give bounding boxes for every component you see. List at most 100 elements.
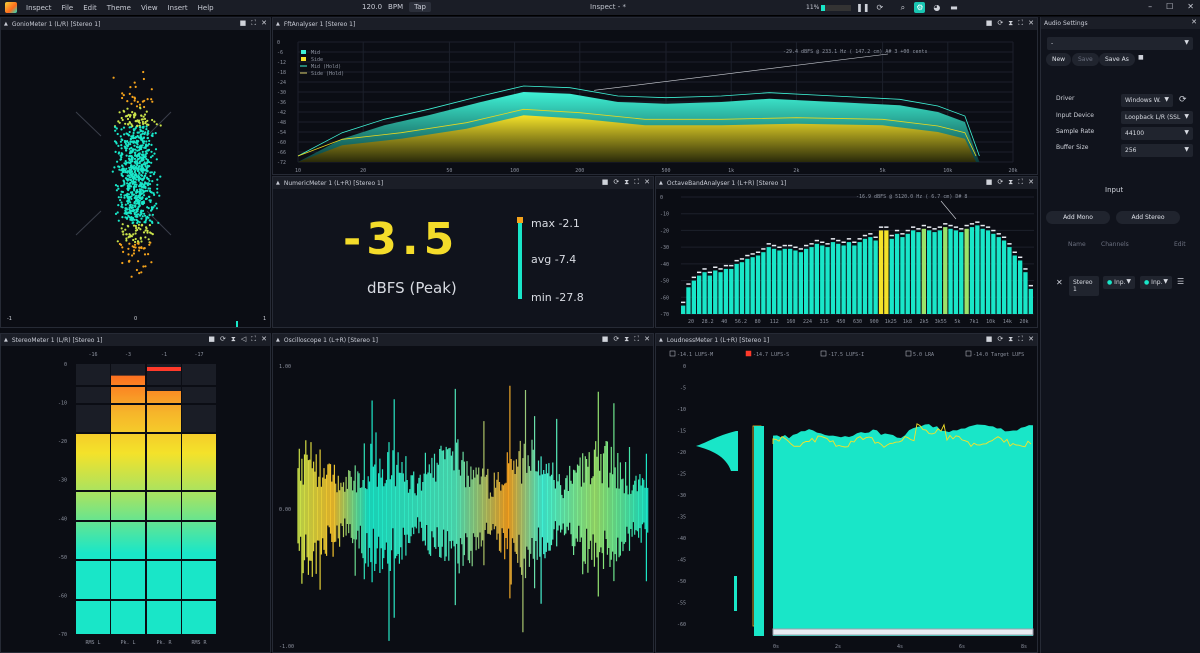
scatter-point (131, 254, 134, 257)
minimize-icon[interactable]: – (1148, 2, 1153, 11)
y-tick-label: -30 (677, 493, 686, 499)
close-icon[interactable]: ✕ (644, 178, 650, 186)
channel-input-select[interactable]: ● Inp. ▼ (1140, 276, 1172, 289)
collapse-icon[interactable]: ▲ (4, 337, 8, 343)
pause-icon[interactable]: ❚❚ (856, 3, 870, 12)
folder-icon[interactable]: ■ (601, 335, 609, 343)
band-peak (707, 271, 712, 274)
fullscreen-icon[interactable]: ⛶ (634, 178, 640, 186)
scatter-point (126, 184, 129, 187)
palette-icon[interactable]: ◕ (933, 3, 941, 12)
freeze-icon[interactable]: ⧗ (1008, 335, 1014, 343)
scatter-point (148, 224, 151, 227)
fullscreen-icon[interactable]: ⛶ (1018, 19, 1024, 27)
preset-select[interactable]: - ▼ (1047, 37, 1193, 50)
stat-avg: avg -7.4 (531, 253, 577, 266)
tap-button[interactable]: Tap (409, 2, 431, 12)
menu-inspect[interactable]: Inspect (26, 3, 52, 12)
folder-icon[interactable]: ▬ (950, 3, 958, 12)
close-icon[interactable]: ✕ (1191, 18, 1197, 26)
collapse-icon[interactable]: ▲ (276, 180, 280, 186)
freeze-icon[interactable]: ⧗ (624, 178, 630, 186)
fullscreen-icon[interactable]: ⛶ (251, 335, 257, 343)
channel-name[interactable]: Stereo 1 (1069, 276, 1099, 296)
freeze-icon[interactable]: ⧗ (1008, 19, 1014, 27)
fullscreen-icon[interactable]: ⛶ (1018, 335, 1024, 343)
collapse-icon[interactable]: ▲ (276, 21, 280, 27)
scatter-point (132, 141, 135, 144)
band-bar (718, 272, 723, 314)
menu-view[interactable]: View (140, 3, 158, 12)
collapse-icon[interactable]: ▲ (4, 21, 8, 27)
menu-edit[interactable]: Edit (83, 3, 97, 12)
mute-icon[interactable]: ◁ (240, 335, 247, 343)
channel-input-select[interactable]: ● Inp. ▼ (1103, 276, 1135, 289)
input-device-select[interactable]: Loopback L/R (SSL ▼ (1121, 111, 1193, 124)
folder-icon[interactable]: ■ (601, 178, 609, 186)
band-bar (927, 230, 932, 314)
refresh-icon[interactable]: ⟳ (997, 335, 1004, 343)
axis-label: 0 (134, 316, 138, 322)
collapse-icon[interactable]: ▲ (659, 337, 663, 343)
menu-insert[interactable]: Insert (167, 3, 188, 12)
scatter-point (127, 211, 131, 214)
driver-select[interactable]: Windows W. ▼ (1121, 94, 1173, 107)
folder-icon[interactable]: ■ (239, 19, 247, 27)
buffer-size-select[interactable]: 256 ▼ (1121, 144, 1193, 157)
settings-icon[interactable]: ⚙ (914, 2, 926, 13)
menu-file[interactable]: File (61, 3, 74, 12)
menu-help[interactable]: Help (197, 3, 214, 12)
bpm-value[interactable]: 120.0 (362, 3, 383, 11)
close-icon[interactable]: ✕ (1028, 335, 1034, 343)
refresh-icon[interactable]: ⟳ (613, 335, 620, 343)
refresh-icon[interactable]: ⟳ (1179, 95, 1187, 105)
folder-icon[interactable]: ■ (1138, 54, 1144, 61)
close-icon[interactable]: ✕ (1187, 2, 1194, 11)
close-icon[interactable]: ✕ (261, 19, 267, 27)
band-bar (777, 250, 782, 314)
fullscreen-icon[interactable]: ⛶ (1018, 178, 1024, 186)
folder-icon[interactable]: ■ (985, 19, 993, 27)
new-button[interactable]: New (1046, 53, 1072, 66)
folder-icon[interactable]: ■ (985, 178, 993, 186)
scatter-point (128, 242, 131, 245)
legend-label: Mid (311, 50, 320, 56)
close-icon[interactable]: ✕ (644, 335, 650, 343)
window-title: Inspect - * (590, 3, 626, 11)
add-stereo-button[interactable]: Add Stereo (1116, 211, 1180, 224)
refresh-icon[interactable]: ⟳ (613, 178, 620, 186)
freeze-icon[interactable]: ⧗ (1008, 178, 1014, 186)
channel-settings-icon[interactable]: ☰ (1177, 277, 1185, 286)
save-as-button[interactable]: Save As (1099, 53, 1135, 66)
y-tick-label: -70 (58, 632, 67, 638)
cursor-readout: -29.4 dBFS @ 233.1 Hz ( 147.2 cm) A# 3 +… (783, 49, 928, 55)
remove-channel-icon[interactable]: ✕ (1056, 278, 1063, 287)
freeze-icon[interactable]: ⧗ (624, 335, 630, 343)
collapse-icon[interactable]: ▲ (276, 337, 280, 343)
peak-readout: -16 (88, 352, 97, 358)
close-icon[interactable]: ✕ (261, 335, 267, 343)
close-icon[interactable]: ✕ (1028, 178, 1034, 186)
save-button[interactable]: Save (1072, 53, 1099, 66)
fullscreen-icon[interactable]: ⛶ (251, 19, 257, 27)
maximize-icon[interactable]: ☐ (1166, 2, 1174, 11)
scatter-point (148, 243, 151, 246)
freeze-icon[interactable]: ⧗ (230, 335, 236, 343)
band-bar (980, 228, 985, 314)
scatter-point (131, 175, 134, 178)
menu-theme[interactable]: Theme (106, 3, 131, 12)
cursor-line (940, 200, 957, 220)
refresh-icon[interactable]: ⟳ (997, 19, 1004, 27)
search-icon[interactable]: ⌕ (900, 2, 906, 12)
scatter-point (119, 193, 123, 196)
sample-rate-select[interactable]: 44100 ▼ (1121, 127, 1193, 140)
collapse-icon[interactable]: ▲ (659, 180, 663, 186)
add-mono-button[interactable]: Add Mono (1046, 211, 1110, 224)
close-icon[interactable]: ✕ (1028, 19, 1034, 27)
folder-icon[interactable]: ■ (208, 335, 216, 343)
fullscreen-icon[interactable]: ⛶ (634, 335, 640, 343)
refresh-icon[interactable]: ⟳ (997, 178, 1004, 186)
refresh-icon[interactable]: ⟳ (220, 335, 226, 343)
folder-icon[interactable]: ■ (985, 335, 993, 343)
refresh-icon[interactable]: ⟳ (876, 3, 884, 12)
